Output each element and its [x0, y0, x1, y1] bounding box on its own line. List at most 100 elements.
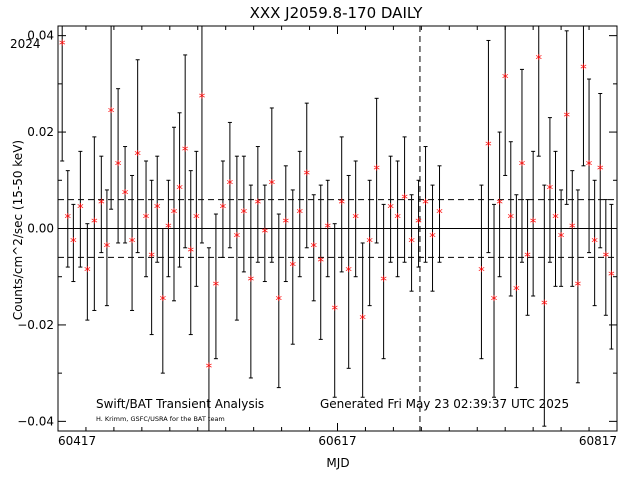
data-point: *: [569, 222, 576, 237]
data-point: *: [502, 72, 509, 87]
data-point: *: [77, 202, 84, 217]
data-point: *: [234, 231, 241, 246]
data-point: *: [331, 303, 338, 318]
data-point: *: [541, 299, 548, 314]
data-point: *: [160, 294, 167, 309]
y-tick-label: −0.02: [17, 318, 54, 332]
data-point: *: [188, 246, 195, 261]
data-point: *: [310, 241, 317, 256]
data-point: *: [269, 178, 276, 193]
chart-title: XXX J2059.8-170 DAILY: [250, 4, 424, 22]
x-tick-label: 60817: [579, 434, 617, 448]
data-point: *: [227, 178, 234, 193]
y-tick-label: 0.04: [27, 29, 54, 43]
y-tick-label: 0.00: [27, 222, 54, 236]
data-point: *: [508, 212, 515, 227]
data-point: *: [547, 183, 554, 198]
data-point: *: [524, 250, 531, 265]
data-point: *: [317, 255, 324, 270]
data-point: *: [220, 202, 227, 217]
data-point: *: [491, 294, 498, 309]
data-point: *: [394, 212, 401, 227]
data-point: *: [563, 111, 570, 126]
data-point: *: [401, 193, 408, 208]
axis-ticks: 60417 60617 60817 0.04 0.02 0.00 −0.02 −0.04: [17, 26, 618, 448]
x-axis-label: MJD: [326, 456, 349, 470]
data-point: *: [115, 159, 122, 174]
data-point: *: [129, 236, 136, 251]
data-point: *: [436, 207, 443, 222]
data-point: *: [324, 222, 331, 237]
data-point: *: [276, 294, 283, 309]
data-point: *: [165, 222, 172, 237]
data-point: *: [558, 231, 565, 246]
data-point: *: [297, 207, 304, 222]
data-point: *: [380, 275, 387, 290]
data-point: *: [387, 202, 394, 217]
data-point: *: [304, 168, 311, 183]
data-point: *: [104, 241, 111, 256]
data-point: *: [345, 265, 352, 280]
data-point: *: [206, 361, 213, 376]
data-point: *: [70, 236, 77, 251]
data-point: *: [496, 197, 503, 212]
data-point: *: [513, 284, 520, 299]
data-point: *: [193, 212, 200, 227]
y-tick-label: 0.02: [27, 125, 54, 139]
x-tick-label: 60417: [58, 434, 96, 448]
data-point: *: [59, 38, 66, 53]
data-point: *: [84, 265, 91, 280]
data-point: *: [248, 275, 255, 290]
data-point: *: [108, 106, 115, 121]
data-point: *: [290, 260, 297, 275]
data-point: *: [373, 164, 380, 179]
data-point: *: [580, 62, 587, 77]
x-tick-label: 60617: [318, 434, 356, 448]
data-point: *: [591, 236, 598, 251]
data-point: *: [408, 236, 415, 251]
data-point: *: [98, 197, 105, 212]
footer-analysis-label: Swift/BAT Transient Analysis: [96, 397, 264, 411]
data-point: *: [283, 217, 290, 232]
y-axis-label: Counts/cm^2/sec (15-50 keV): [11, 140, 25, 320]
data-point: *: [519, 159, 526, 174]
data-point: *: [182, 144, 189, 159]
data-point: *: [485, 140, 492, 155]
data-point: *: [366, 236, 373, 251]
data-point: *: [352, 212, 359, 227]
data-point: *: [608, 270, 615, 285]
data-point: *: [429, 231, 436, 246]
data-point: *: [575, 279, 582, 294]
data-point: *: [134, 149, 141, 164]
data-point: *: [359, 313, 366, 328]
data-point: *: [241, 207, 248, 222]
data-point: *: [530, 217, 537, 232]
data-point: *: [122, 188, 129, 203]
data-point: *: [143, 212, 150, 227]
data-point: *: [91, 217, 98, 232]
data-point: *: [603, 250, 610, 265]
footer-generated-label: Generated Fri May 23 02:39:37 UTC 2025: [320, 397, 569, 411]
data-point: *: [255, 197, 262, 212]
data-points: ****************************************…: [59, 25, 615, 432]
data-point: *: [597, 164, 604, 179]
data-point: *: [552, 212, 559, 227]
data-point: *: [338, 197, 345, 212]
data-point: *: [478, 265, 485, 280]
data-point: *: [176, 183, 183, 198]
data-point: *: [415, 217, 422, 232]
data-point: *: [171, 207, 178, 222]
data-point: *: [535, 53, 542, 68]
data-point: *: [148, 250, 155, 265]
year-label: 2024: [10, 37, 41, 51]
data-point: *: [213, 279, 220, 294]
y-tick-label: −0.04: [17, 414, 54, 428]
data-point: *: [154, 202, 161, 217]
data-point: *: [586, 159, 593, 174]
data-point: *: [262, 226, 269, 241]
data-point: *: [65, 212, 72, 227]
data-point: *: [199, 91, 206, 106]
footer-credit-label: H. Krimm, GSFC/USRA for the BAT team: [96, 415, 225, 423]
data-point: *: [422, 197, 429, 212]
